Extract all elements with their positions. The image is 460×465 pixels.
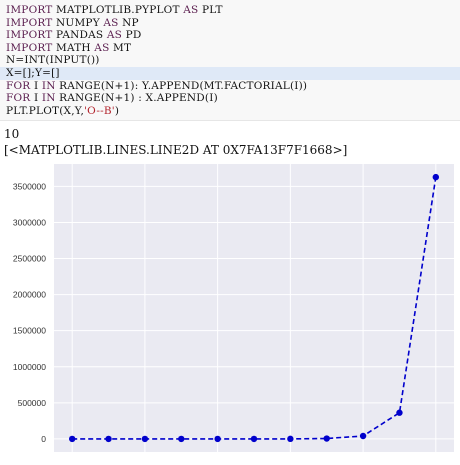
x-tick-label: 4	[215, 458, 220, 460]
x-tick: 6	[288, 458, 293, 460]
code-keyword: IMPORT	[6, 41, 53, 54]
y-tick: 3000000	[13, 217, 46, 227]
y-tick: 2500000	[13, 254, 46, 264]
x-tick-label: 10	[431, 458, 441, 460]
code-keyword: AS	[94, 41, 110, 54]
code-text: RANGE(N+1): Y.APPEND(MT.FACTORIAL(I))	[55, 79, 308, 92]
code-text: )	[114, 104, 120, 117]
x-axis-ticks: 0 2 4 6 8 10	[70, 458, 441, 460]
code-keyword: IMPORT	[6, 16, 53, 29]
code-cell[interactable]	[0, 0, 460, 121]
code-text: PLT	[198, 4, 223, 16]
y-tick-label: 500000	[18, 398, 47, 408]
code-line[interactable]: IMPORT MATPLOTLIB.PYPLOT AS PLT	[6, 4, 223, 17]
y-tick: 3500000	[13, 181, 46, 191]
data-point	[214, 435, 221, 443]
y-tick-label: 1000000	[13, 362, 46, 372]
code-text: MT	[109, 41, 132, 54]
data-point	[323, 435, 330, 442]
y-tick: 500000	[18, 398, 47, 408]
code-line[interactable]: FOR I IN RANGE(N+1) : X.APPEND(I)	[6, 92, 218, 105]
code-keyword: IMPORT	[6, 29, 53, 42]
x-tick: 0	[70, 458, 75, 460]
output-repr: [<MATPLOTLIB.LINES.LINE2D AT 0X7FA13F7F1…	[4, 143, 348, 157]
code-text: MATH	[52, 41, 95, 54]
x-tick-label: 2	[143, 458, 148, 460]
code-line[interactable]: N=INT(INPUT())	[6, 54, 100, 67]
code-line[interactable]: PLT.PLOT(X,Y,'O--B')	[6, 105, 119, 118]
data-point	[178, 435, 185, 443]
code-text: I	[30, 79, 42, 92]
code-keyword: FOR	[6, 79, 31, 92]
y-tick-label: 3500000	[13, 181, 46, 191]
y-tick-label: 1500000	[13, 326, 46, 336]
y-tick-label: 3000000	[13, 217, 46, 227]
code-keyword: FOR	[6, 92, 31, 105]
code-text: X=[];Y=[]	[6, 67, 60, 79]
stdout-input-echo: 10	[4, 127, 20, 141]
data-point	[105, 435, 112, 443]
x-tick: 4	[215, 458, 220, 460]
code-text: NUMPY	[52, 16, 104, 29]
x-tick-label: 8	[361, 458, 366, 460]
code-string: 'O--B'	[84, 104, 115, 117]
data-point	[68, 435, 76, 443]
code-text: PLT.PLOT(X,Y,	[6, 104, 85, 117]
code-keyword: AS	[103, 16, 119, 29]
data-point	[287, 435, 294, 443]
data-point	[141, 435, 149, 443]
plot-area	[54, 164, 454, 452]
code-line[interactable]: IMPORT NUMPY AS NP	[6, 17, 139, 30]
y-tick: 1500000	[13, 326, 46, 336]
code-keyword: IN	[41, 79, 56, 92]
code-line[interactable]: IMPORT MATH AS MT	[6, 42, 131, 55]
x-tick: 2	[143, 458, 148, 460]
data-point	[432, 173, 440, 181]
code-line[interactable]: X=[];Y=[]	[0, 67, 460, 80]
line-chart: 0 2 4 6 8 10 0 500000 1000000 1500000 2000000 2500…	[13, 164, 454, 460]
x-tick-label: 6	[288, 458, 293, 460]
code-line[interactable]: FOR I IN RANGE(N+1): Y.APPEND(MT.FACTORI…	[6, 80, 307, 93]
code-text: PANDAS	[52, 29, 107, 42]
data-series	[68, 173, 440, 443]
code-keyword: IMPORT	[6, 4, 53, 16]
y-tick-label: 2500000	[13, 254, 46, 264]
data-point	[396, 409, 403, 416]
y-tick-label: 0	[41, 434, 46, 444]
code-text: RANGE(N+1) : X.APPEND(I)	[55, 92, 218, 105]
code-text: I	[30, 92, 42, 105]
x-tick-label: 0	[70, 458, 75, 460]
code-text: N=INT(INPUT())	[6, 54, 100, 67]
code-text: PD	[122, 29, 142, 42]
x-tick: 10	[431, 458, 441, 460]
y-tick: 0	[41, 434, 46, 444]
code-text: MATPLOTLIB.PYPLOT	[52, 4, 184, 16]
code-keyword: AS	[106, 29, 123, 42]
x-tick: 8	[361, 458, 366, 460]
code-text: NP	[118, 16, 139, 29]
code-keyword: AS	[183, 4, 199, 16]
y-tick: 2000000	[13, 290, 46, 300]
y-tick: 1000000	[13, 362, 46, 372]
y-tick-label: 2000000	[13, 290, 46, 300]
data-point	[250, 435, 258, 443]
code-keyword: IN	[41, 92, 56, 105]
data-point	[359, 432, 367, 440]
y-axis-ticks: 0 500000 1000000 1500000 2000000 2500000 30000…	[13, 181, 46, 444]
code-line[interactable]: IMPORT PANDAS AS PD	[6, 29, 141, 42]
series-line	[72, 176, 437, 440]
